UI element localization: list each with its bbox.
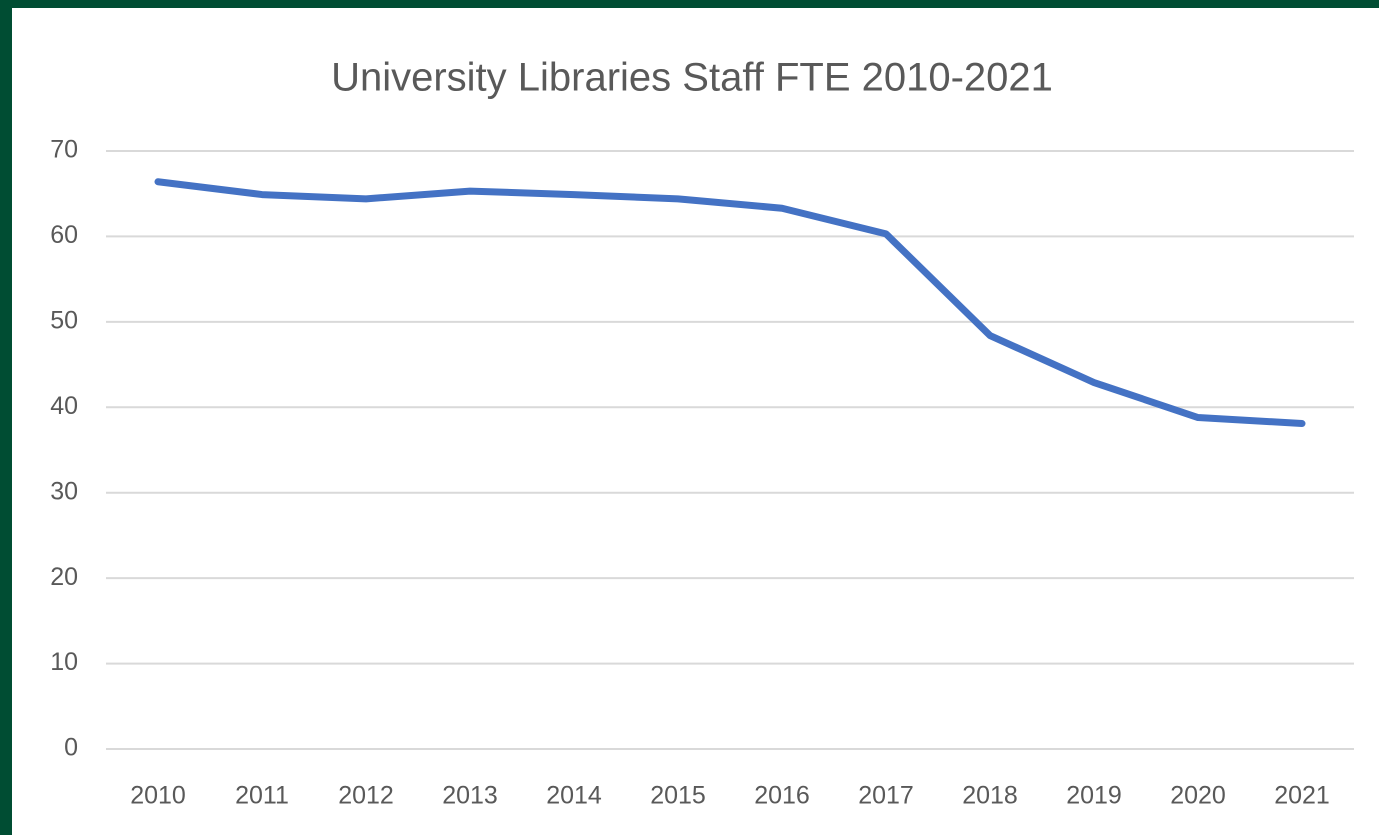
y-tick-label: 70 bbox=[50, 136, 78, 164]
y-tick-label: 60 bbox=[50, 221, 78, 249]
x-tick-label: 2017 bbox=[858, 782, 914, 810]
x-tick-label: 2019 bbox=[1066, 782, 1122, 810]
y-tick-label: 50 bbox=[50, 306, 78, 334]
y-tick-label: 10 bbox=[50, 648, 78, 676]
x-tick-label: 2021 bbox=[1274, 782, 1330, 810]
y-tick-label: 20 bbox=[50, 563, 78, 591]
x-tick-label: 2013 bbox=[442, 782, 498, 810]
x-tick-label: 2010 bbox=[130, 782, 186, 810]
y-tick-label: 40 bbox=[50, 392, 78, 420]
y-tick-label: 0 bbox=[64, 734, 78, 762]
x-tick-label: 2018 bbox=[962, 782, 1018, 810]
x-tick-label: 2011 bbox=[235, 782, 289, 810]
x-tick-label: 2014 bbox=[546, 782, 602, 810]
x-tick-label: 2016 bbox=[754, 782, 810, 810]
chart-area bbox=[12, 8, 1379, 835]
x-tick-label: 2015 bbox=[650, 782, 706, 810]
data-line bbox=[154, 178, 1306, 428]
chart-title: University Libraries Staff FTE 2010-2021 bbox=[331, 56, 1053, 100]
y-tick-label: 30 bbox=[50, 477, 78, 505]
x-tick-label: 2020 bbox=[1170, 782, 1226, 810]
x-tick-label: 2012 bbox=[338, 782, 394, 810]
